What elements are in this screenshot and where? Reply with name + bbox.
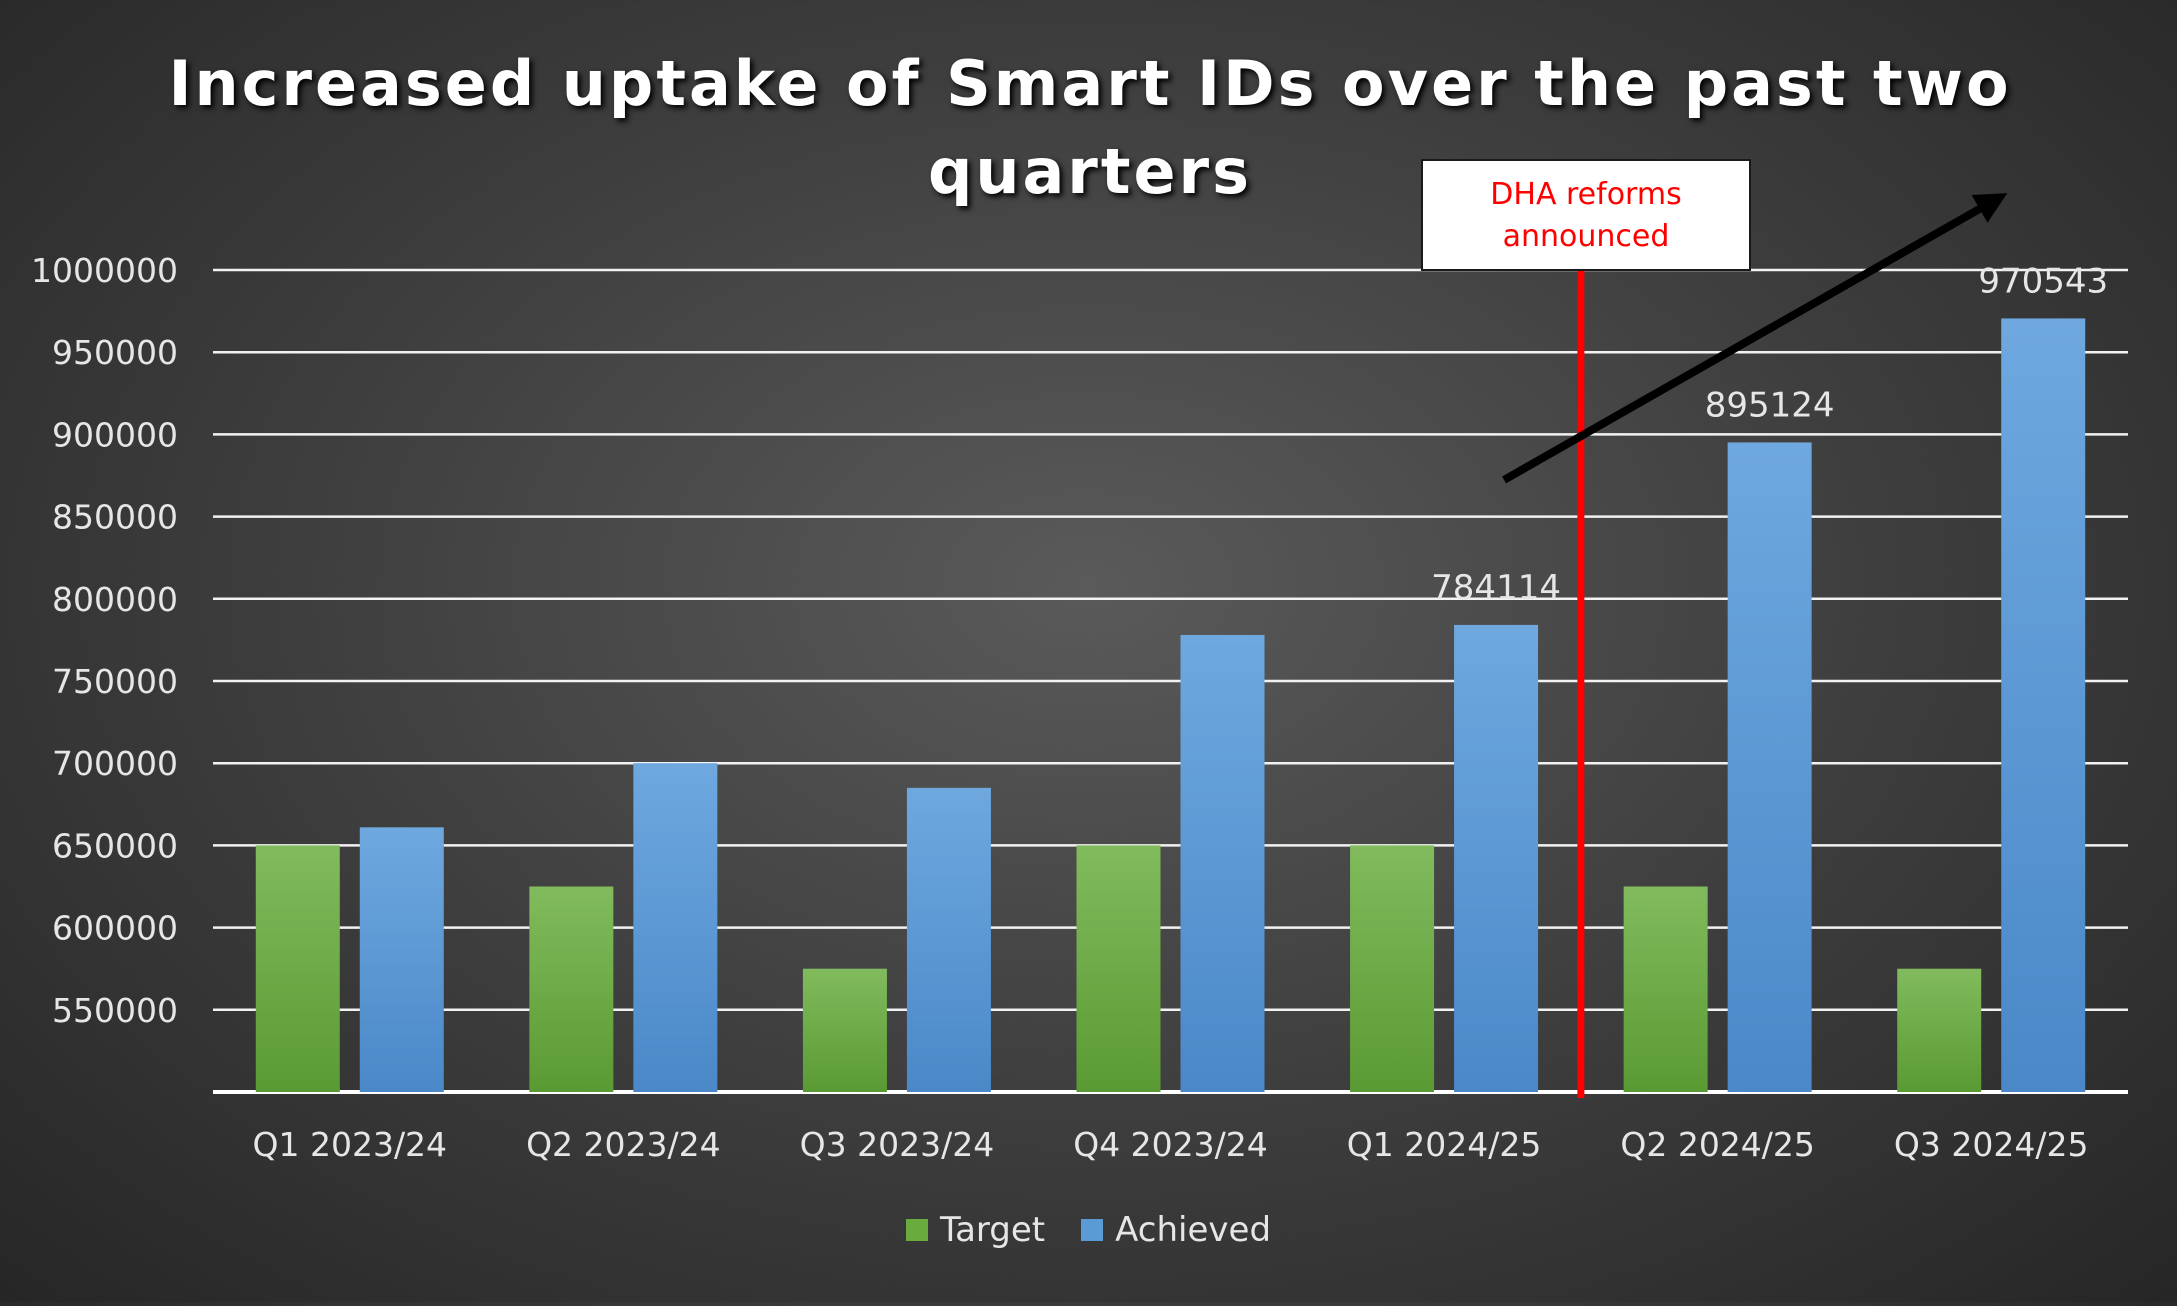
bar-achieved [906, 787, 991, 1092]
bar-target [529, 886, 614, 1092]
bar-target [1623, 886, 1708, 1092]
bar-achieved [2001, 318, 2086, 1092]
y-tick-label: 750000 [52, 662, 178, 701]
bar-achieved [1454, 624, 1539, 1092]
legend: Target Achieved [0, 1210, 2177, 1250]
y-tick-label: 900000 [52, 415, 178, 454]
data-label-achieved: 970543 [1978, 261, 2108, 301]
legend-swatch-target [905, 1219, 928, 1241]
y-tick-label: 950000 [52, 333, 178, 372]
bar-achieved [1180, 634, 1265, 1092]
trend-arrow [1502, 193, 2008, 484]
bar-target [1350, 845, 1435, 1092]
x-tick-label: Q1 2024/25 [1347, 1125, 1542, 1164]
y-tick-label: 1000000 [31, 251, 178, 290]
bar-target [1076, 845, 1161, 1092]
bar-achieved [359, 827, 444, 1092]
bar-target [802, 968, 887, 1092]
legend-swatch-achieved [1081, 1219, 1104, 1241]
y-tick-label: 850000 [52, 498, 178, 537]
reform-annotation-box: DHA reforms announced [1421, 159, 1751, 271]
x-tick-label: Q3 2024/25 [1894, 1125, 2089, 1164]
legend-label-target: Target [939, 1210, 1046, 1250]
x-tick-label: Q1 2023/24 [253, 1125, 448, 1164]
x-tick-label: Q3 2023/24 [800, 1125, 995, 1164]
x-tick-label: Q2 2024/25 [1620, 1125, 1815, 1164]
legend-item-achieved: Achieved [1081, 1210, 1271, 1250]
bar-achieved [633, 763, 718, 1092]
bar-target [1897, 968, 1982, 1092]
bar-target [255, 845, 340, 1092]
data-label-achieved: 784114 [1431, 568, 1561, 608]
x-tick-label: Q2 2023/24 [526, 1125, 721, 1164]
legend-label-achieved: Achieved [1115, 1210, 1272, 1250]
annotation-line-2: announced [1502, 219, 1670, 254]
legend-item-target: Target [905, 1210, 1046, 1250]
x-tick-label: Q4 2023/24 [1073, 1125, 1268, 1164]
y-tick-label: 650000 [52, 826, 178, 865]
bar-achieved [1727, 442, 1812, 1092]
annotation-line-1: DHA reforms [1490, 177, 1682, 212]
data-label-achieved: 895124 [1705, 385, 1835, 425]
y-tick-label: 700000 [52, 744, 178, 783]
y-tick-label: 550000 [52, 991, 178, 1030]
y-tick-label: 800000 [52, 580, 178, 619]
chart-title: Increased uptake of Smart IDs over the p… [168, 47, 2012, 208]
y-tick-label: 600000 [52, 909, 178, 948]
